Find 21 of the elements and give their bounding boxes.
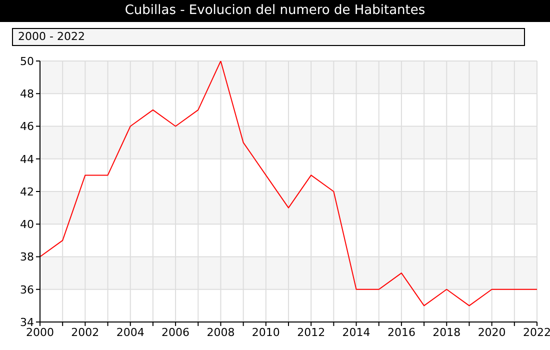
y-tick-label: 44 (20, 152, 34, 166)
x-tick-label: 2022 (523, 326, 550, 339)
x-tick-label: 2012 (297, 326, 326, 339)
x-tick-label: 2002 (71, 326, 100, 339)
y-tick-label: 42 (20, 185, 34, 198)
x-tick-label: 2008 (206, 326, 235, 339)
x-tick-label: 2014 (342, 326, 370, 339)
y-tick-label: 40 (20, 218, 34, 232)
y-tick-label: 48 (20, 88, 34, 101)
chart-subtitle: 2000 - 2022 (12, 28, 525, 46)
y-tick-label: 36 (20, 283, 34, 296)
chart-title: Cubillas - Evolucion del numero de Habitantes (0, 0, 550, 22)
x-tick-label: 2004 (116, 326, 144, 339)
y-tick-label: 50 (20, 54, 34, 68)
x-tick-label: 2016 (387, 326, 416, 339)
y-tick-label: 38 (20, 250, 34, 264)
x-tick-label: 2006 (162, 326, 190, 339)
y-tick-label: 46 (20, 120, 34, 134)
x-tick-label: 2010 (252, 326, 280, 339)
x-tick-label: 2018 (432, 326, 461, 339)
x-tick-label: 2020 (478, 326, 506, 339)
